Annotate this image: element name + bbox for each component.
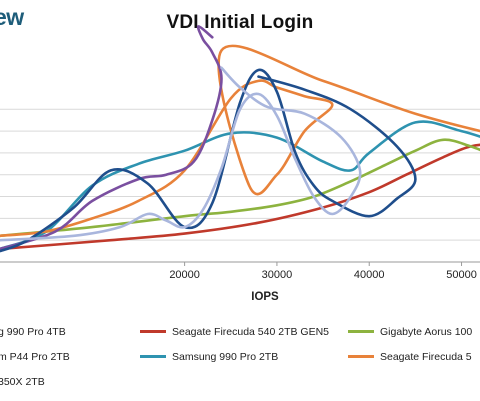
series-layer <box>0 25 480 253</box>
series-line <box>0 25 223 251</box>
legend-swatch <box>348 329 374 333</box>
legend-label: 350X 2TB <box>0 376 45 389</box>
x-tick-label: 30000 <box>262 269 293 281</box>
series-line <box>0 68 417 253</box>
series-line <box>0 44 480 238</box>
legend-label: Seagate Firecuda 540 2TB GEN5 <box>172 326 330 339</box>
legend-swatch <box>140 354 166 358</box>
series-line <box>0 138 480 238</box>
legend-item: m P44 Pro 2TB <box>0 350 70 364</box>
series-line <box>0 66 362 242</box>
legend-label: Samsung 990 Pro 2TB <box>172 351 279 364</box>
x-tick-label: 40000 <box>354 269 385 281</box>
legend-label: m P44 Pro 2TB <box>0 351 70 364</box>
legend-item: Samsung 990 Pro 2TB <box>140 350 278 364</box>
legend-item: Seagate Firecuda 5 <box>348 350 472 364</box>
legend-item: g 990 Pro 4TB <box>0 325 66 339</box>
x-axis-title: IOPS <box>251 291 279 303</box>
legend-swatch <box>348 354 374 358</box>
brand-logo: ew <box>0 4 24 30</box>
x-axis: 2000030000400005000060000 <box>0 261 480 281</box>
legend-label: Seagate Firecuda 5 <box>380 351 472 364</box>
x-tick-label: 50000 <box>446 269 477 281</box>
legend-item: 350X 2TB <box>0 375 45 389</box>
series-line <box>0 143 480 251</box>
legend-item: Gigabyte Aorus 100 <box>348 325 472 339</box>
legend-item: Seagate Firecuda 540 2TB GEN5 <box>140 325 329 339</box>
chart-title: VDI Initial Login <box>166 12 314 33</box>
legend-label: Gigabyte Aorus 100 <box>380 326 473 339</box>
x-tick-label: 20000 <box>169 269 200 281</box>
legend-label: g 990 Pro 4TB <box>0 326 66 339</box>
legend-swatch <box>140 329 166 333</box>
